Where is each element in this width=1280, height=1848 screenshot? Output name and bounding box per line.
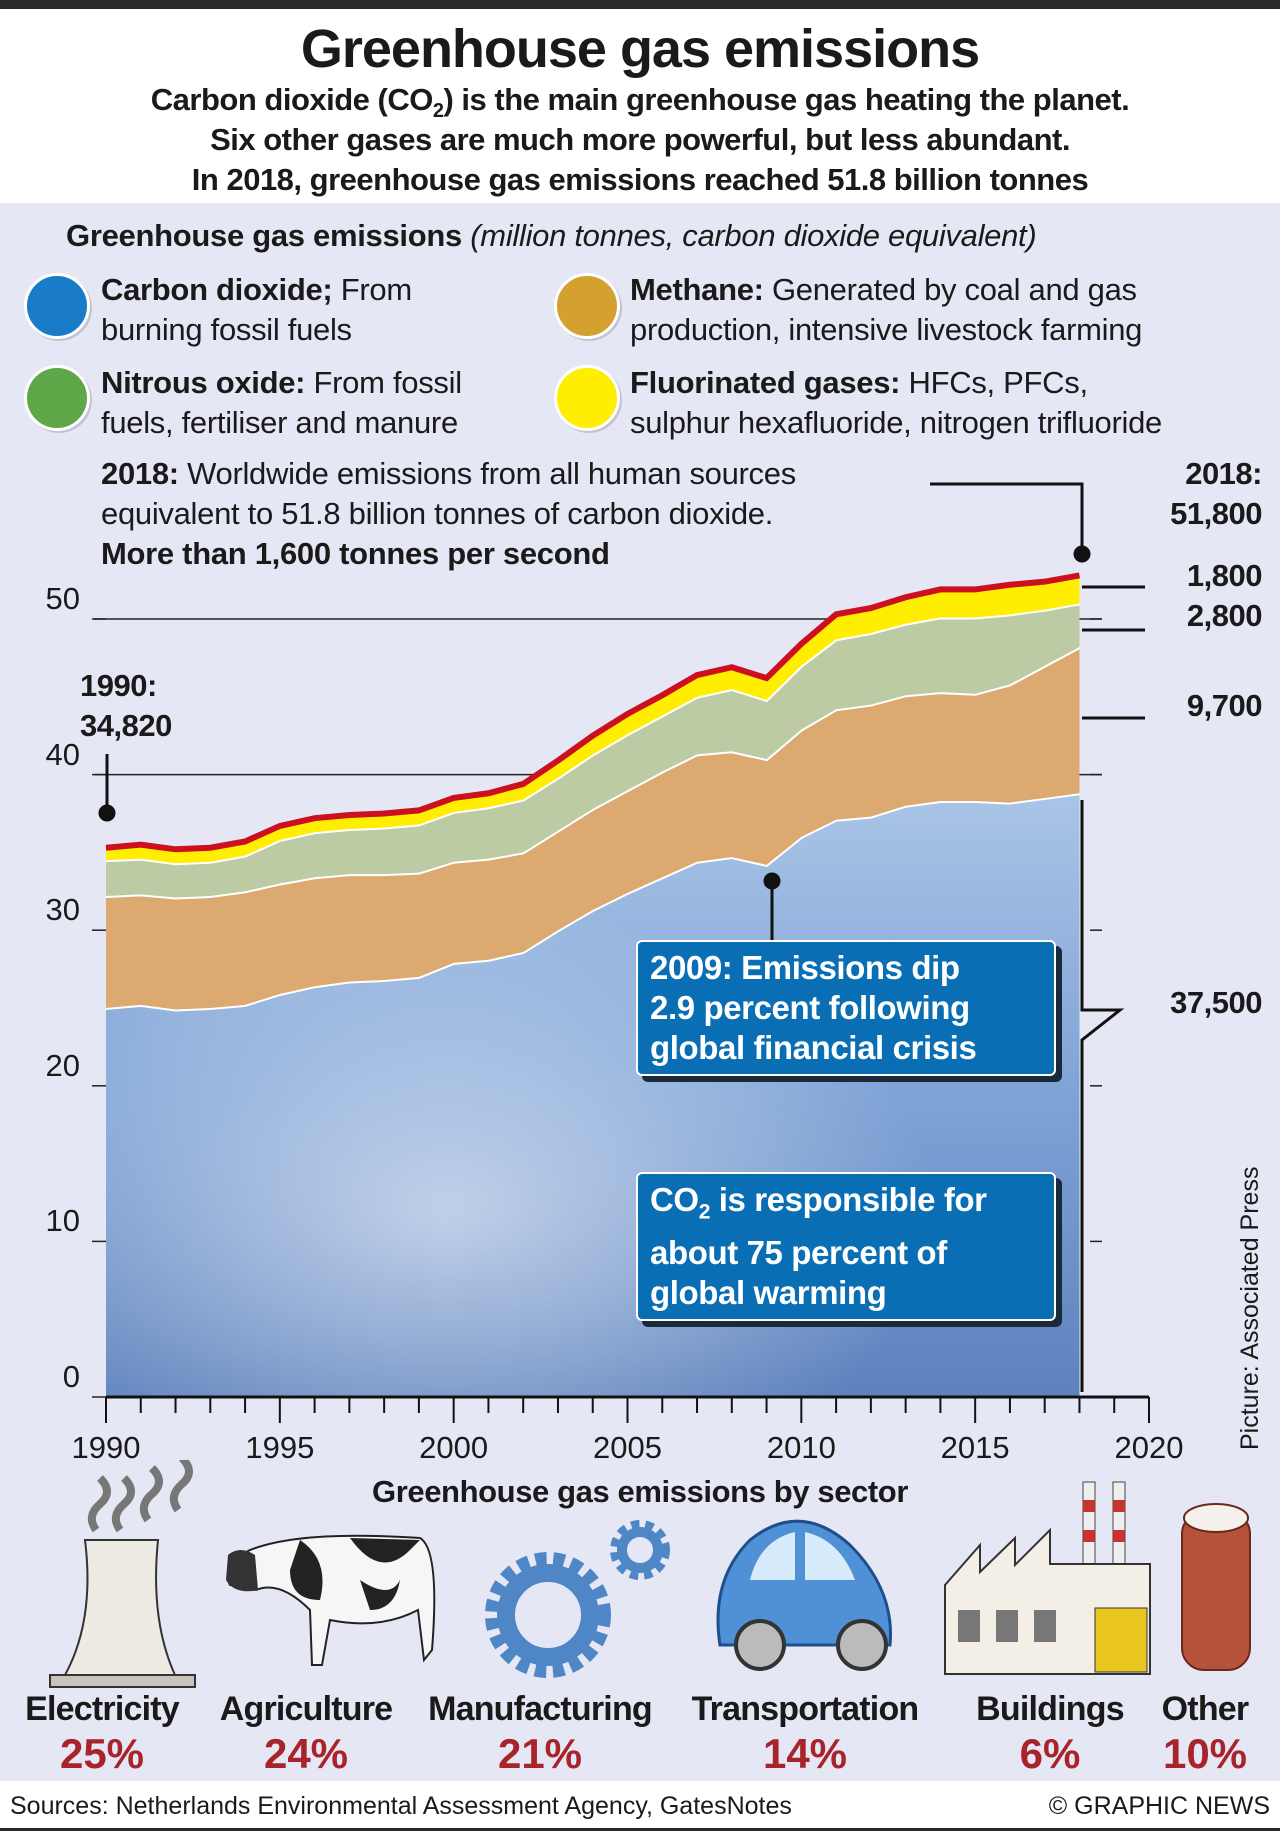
subtitle-line-1: Carbon dioxide (CO2) is the main greenho… <box>150 82 1130 123</box>
legend-swatch-co2 <box>24 273 90 339</box>
marker-2009 <box>763 872 781 890</box>
marker-1990 <box>98 804 116 822</box>
y-tick-label: 40 <box>45 736 80 772</box>
n2o-2018-value: 2,800 <box>1186 598 1263 633</box>
legend-swatch-methane <box>554 273 620 339</box>
power-station-icon <box>49 1460 196 1688</box>
total-2018-label: 2018: 51,800 <box>1170 456 1262 531</box>
legend-methane: Methane: Generated by coal and gas produc… <box>630 272 1143 347</box>
leader-2018 <box>930 482 1084 554</box>
sector-percent-agriculture: 24% <box>263 1730 349 1777</box>
sector-label-manufacturing: Manufacturing <box>428 1690 653 1728</box>
subtitle-line-2: Six other gases are much more powerful, … <box>210 122 1070 157</box>
oil-barrel-icon <box>1181 1503 1251 1671</box>
sector-percent-transportation: 14% <box>762 1730 848 1777</box>
footer-rule <box>0 1828 1280 1831</box>
marker-2018 <box>1073 545 1091 563</box>
total-1990-label: 1990: 34,820 <box>80 668 172 743</box>
sector-percent-manufacturing: 21% <box>497 1730 583 1777</box>
total-line <box>105 572 1080 853</box>
factory-icon <box>944 1481 1151 1675</box>
y-tick-label: 20 <box>45 1047 80 1083</box>
sources-text: Sources: Netherlands Environmental Asses… <box>10 1792 792 1820</box>
x-tick-label: 1990 <box>71 1430 141 1465</box>
note-2018: 2018: Worldwide emissions from all human… <box>101 456 796 571</box>
car-icon <box>716 1519 892 1671</box>
sector-icons <box>49 1460 1251 1688</box>
sector-label-buildings: Buildings <box>976 1690 1124 1728</box>
y-tick-label: 30 <box>45 892 80 928</box>
legend-swatch-fgas <box>554 365 620 431</box>
subtitle-line-3: In 2018, greenhouse gas emissions reache… <box>191 162 1089 197</box>
legend-fgas: Fluorinated gases: HFCs, PFCs, sulphur he… <box>630 365 1162 440</box>
sector-percent-electricity: 25% <box>59 1730 145 1777</box>
sector-percent-other: 10% <box>1162 1730 1248 1777</box>
callout-co2-warming: CO2 is responsible for about 75 percent o… <box>636 1172 1056 1321</box>
sector-label-other: Other <box>1161 1690 1249 1728</box>
legend-n2o: Nitrous oxide: From fossil fuels, fertili… <box>101 365 462 440</box>
sector-title: Greenhouse gas emissions by sector <box>372 1474 908 1509</box>
fgas-2018-value: 1,800 <box>1186 558 1263 593</box>
chart-heading: Greenhouse gas emissions (million tonnes… <box>66 218 1037 253</box>
top-rule <box>0 0 1280 9</box>
copyright-text: © GRAPHIC NEWS <box>1048 1792 1270 1820</box>
x-tick-label: 2000 <box>419 1430 489 1465</box>
legend-swatch-n2o <box>24 365 90 431</box>
area-fluorinated-gases <box>106 575 1080 864</box>
area-methane <box>106 647 1080 1010</box>
x-tick-label: 2010 <box>766 1430 836 1465</box>
sector-label-electricity: Electricity <box>25 1690 180 1728</box>
picture-credit: Picture: Associated Press <box>1236 1166 1264 1450</box>
bracket-co2 <box>1080 800 1125 1392</box>
sector-label-transportation: Transportation <box>691 1690 920 1728</box>
x-tick-label: 2005 <box>593 1430 662 1465</box>
y-tick-label: 0 <box>62 1359 80 1394</box>
sector-label-agriculture: Agriculture <box>219 1690 393 1728</box>
area-nitrous-oxide <box>106 603 1080 898</box>
x-tick-label: 2015 <box>940 1430 1010 1465</box>
ch4-2018-value: 9,700 <box>1186 688 1263 723</box>
callout-2009: 2009: Emissions dip 2.9 percent following… <box>636 940 1056 1076</box>
y-tick-label: 50 <box>45 581 80 616</box>
co2-2018-value: 37,500 <box>1170 985 1262 1020</box>
x-tick-label: 2020 <box>1114 1430 1184 1465</box>
page-title: Greenhouse gas emissions <box>300 19 980 79</box>
sector-percent-buildings: 6% <box>1019 1730 1081 1777</box>
legend-co2: Carbon dioxide; From burning fossil fuels <box>101 272 412 347</box>
gears-icon <box>485 1520 670 1678</box>
x-tick-label: 1995 <box>245 1430 315 1465</box>
y-tick-label: 10 <box>45 1203 80 1239</box>
cow-icon <box>226 1534 436 1666</box>
